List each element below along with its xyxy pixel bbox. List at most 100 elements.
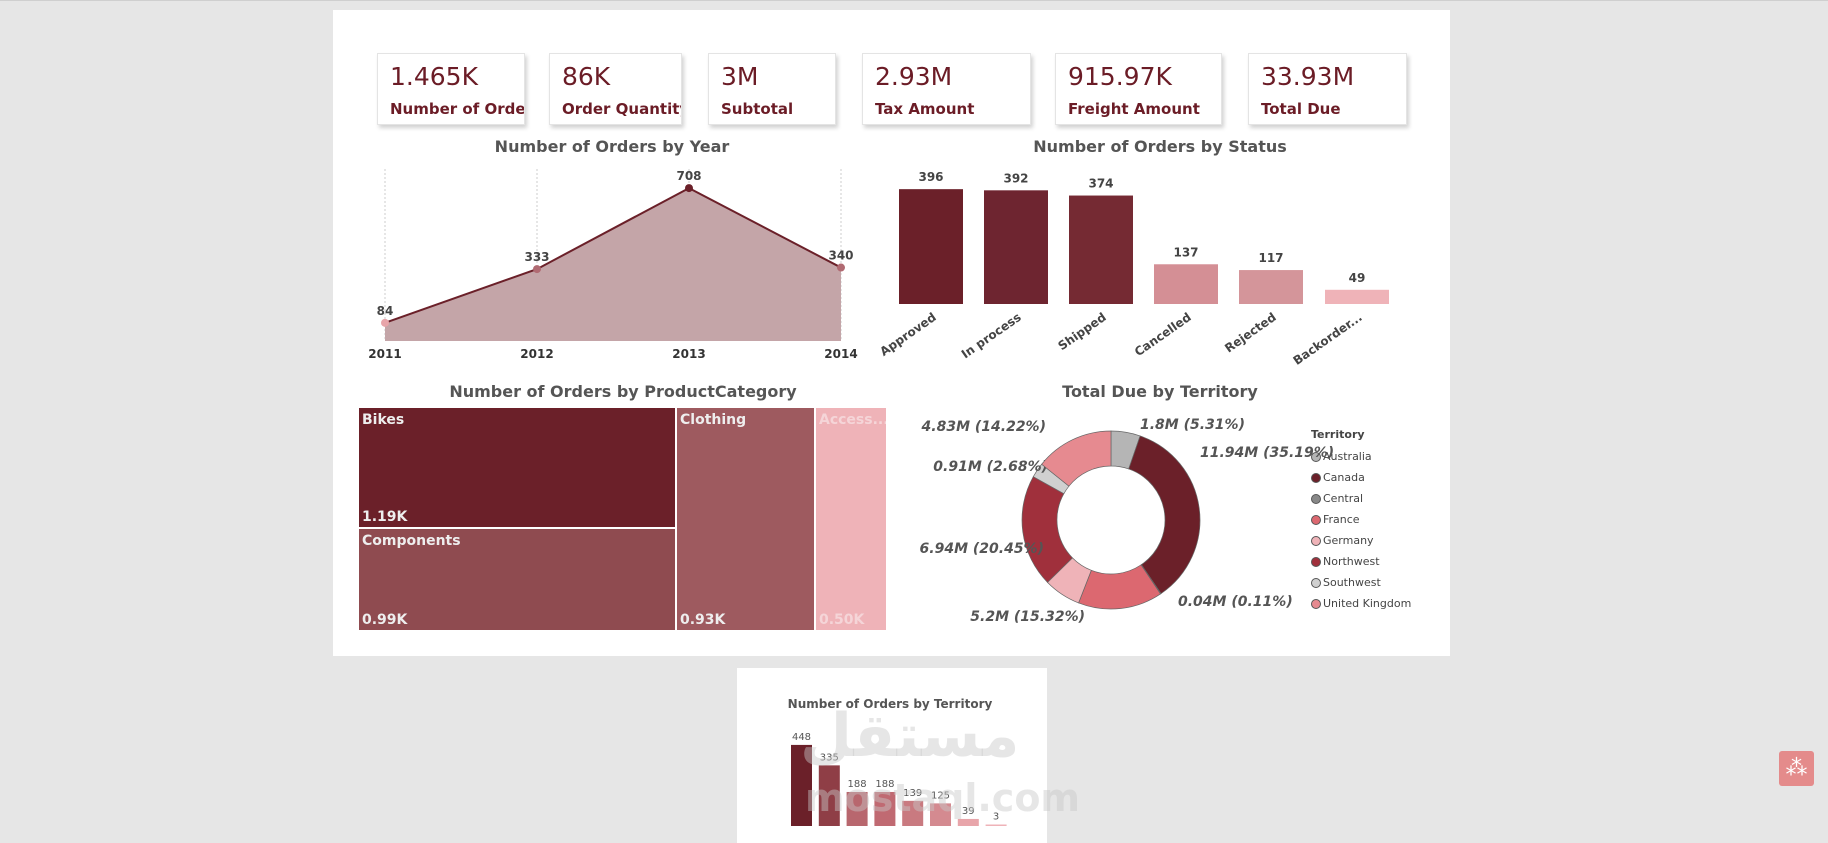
data-label: 374 <box>1088 177 1113 191</box>
data-label: 188 <box>848 779 867 790</box>
territory-bar <box>791 744 812 826</box>
legend-label: Australia <box>1323 450 1372 463</box>
legend-label: Canada <box>1323 471 1365 484</box>
data-label: 137 <box>1173 245 1198 259</box>
kpi-value: 3M <box>721 62 759 91</box>
status-bar <box>1069 195 1133 304</box>
tile-value: 0.50K <box>819 612 865 628</box>
legend-label: France <box>1323 513 1360 526</box>
x-tick-label: Backorder... <box>1291 310 1365 368</box>
legend-item[interactable]: Northwest <box>1311 551 1411 572</box>
legend-marker-icon <box>1311 556 1321 567</box>
treemap-tile[interactable]: Access... 0.50K <box>815 407 887 631</box>
legend-item[interactable]: Central <box>1311 488 1411 509</box>
x-tick-label: 2012 <box>520 347 553 361</box>
kpi-value: 1.465K <box>390 62 478 91</box>
territory-bar <box>930 803 951 826</box>
donut-slice <box>1128 435 1201 595</box>
donut-legend: Territory Australia Canada Central France Ger… <box>1311 428 1411 614</box>
status-bar <box>984 190 1048 304</box>
legend-marker-icon <box>1311 472 1321 483</box>
status-bar <box>1154 264 1218 304</box>
kpi-label: Order Quantity <box>562 100 682 118</box>
x-tick-label: 2011 <box>368 347 401 361</box>
tile-value: 0.99K <box>362 612 408 628</box>
kpi-label: Freight Amount <box>1068 100 1200 118</box>
kpi-card: 3M Subtotal <box>708 53 836 125</box>
x-tick-label: Shipped <box>1055 310 1108 353</box>
kpi-label: Number of Order <box>390 100 525 118</box>
data-label: 3 <box>993 812 999 823</box>
kpi-card: 915.97K Freight Amount <box>1055 53 1222 125</box>
legend-item[interactable]: Germany <box>1311 530 1411 551</box>
x-tick-label: Cancelled <box>1132 310 1194 359</box>
donut-slice <box>1041 430 1112 487</box>
legend-marker-icon <box>1311 451 1321 462</box>
pdf-export-icon[interactable]: ⁂ <box>1779 751 1814 786</box>
legend-marker-icon <box>1311 598 1321 609</box>
legend-label: United Kingdom <box>1323 597 1412 610</box>
data-label: 340 <box>828 249 853 263</box>
tile-name: Components <box>362 533 461 549</box>
x-tick-label: Approved <box>877 310 938 359</box>
data-label: 49 <box>1349 271 1366 285</box>
kpi-label: Tax Amount <box>875 100 975 118</box>
slice-label: 6.94M (20.45%) <box>920 541 1044 557</box>
territory-bar <box>985 824 1007 826</box>
data-label: 333 <box>524 250 549 264</box>
legend-label: Southwest <box>1323 576 1381 589</box>
legend-label: Germany <box>1323 534 1374 547</box>
legend-marker-icon <box>1311 493 1321 504</box>
data-label: 188 <box>875 779 894 790</box>
slice-label: 4.83M (14.22%) <box>921 419 1046 435</box>
data-point <box>533 265 541 274</box>
legend-marker-icon <box>1311 514 1321 525</box>
legend-item[interactable]: Canada <box>1311 467 1411 488</box>
data-label: 84 <box>377 304 394 318</box>
category-chart-title: Number of Orders by ProductCategory <box>449 382 797 401</box>
kpi-card: 1.465K Number of Order <box>377 53 525 125</box>
area-line <box>384 186 842 324</box>
territory-bar <box>874 791 896 826</box>
tile-value: 1.19K <box>362 509 408 525</box>
area-fill <box>385 188 841 341</box>
data-label: 392 <box>1003 171 1028 185</box>
legend-label: Northwest <box>1323 555 1380 568</box>
territory-donut-title: Total Due by Territory <box>1062 382 1258 401</box>
data-label: 335 <box>820 752 839 763</box>
x-tick-label: 2014 <box>824 347 857 361</box>
treemap-tile[interactable]: Components 0.99K <box>358 528 676 631</box>
data-label: 117 <box>1258 251 1283 265</box>
tile-value: 0.93K <box>680 612 726 628</box>
slice-label: 11.94M (35.19%) <box>1200 445 1334 461</box>
kpi-card: 86K Order Quantity <box>549 53 682 125</box>
territory-bar <box>846 791 868 826</box>
treemap-tile[interactable]: Bikes 1.19K <box>358 407 676 528</box>
legend-title: Territory <box>1311 428 1365 441</box>
x-tick-label: Rejected <box>1222 310 1279 355</box>
legend-item[interactable]: Australia <box>1311 446 1411 467</box>
legend-marker-icon <box>1311 535 1321 546</box>
data-label: 708 <box>676 169 701 183</box>
legend-item[interactable]: Southwest <box>1311 572 1411 593</box>
legend-label: Central <box>1323 492 1364 505</box>
legend-item[interactable]: United Kingdom <box>1311 593 1411 614</box>
data-label: 396 <box>918 170 943 184</box>
kpi-value: 86K <box>562 62 611 91</box>
treemap-tile[interactable]: Clothing 0.93K <box>676 407 815 631</box>
slice-label: 0.04M (0.11%) <box>1178 594 1293 610</box>
legend-item[interactable]: France <box>1311 509 1411 530</box>
kpi-card: 2.93M Tax Amount <box>862 53 1031 125</box>
slice-label: 5.2M (15.32%) <box>970 609 1085 625</box>
data-point <box>685 184 693 193</box>
tile-name: Clothing <box>680 412 747 428</box>
kpi-label: Total Due <box>1261 100 1341 118</box>
territory-bar <box>957 818 979 826</box>
tile-name: Bikes <box>362 412 405 428</box>
x-tick-label: 2013 <box>672 347 705 361</box>
kpi-value: 2.93M <box>875 62 953 91</box>
data-label: 39 <box>962 806 975 817</box>
kpi-card: 33.93M Total Due <box>1248 53 1407 125</box>
legend-marker-icon <box>1311 577 1321 588</box>
